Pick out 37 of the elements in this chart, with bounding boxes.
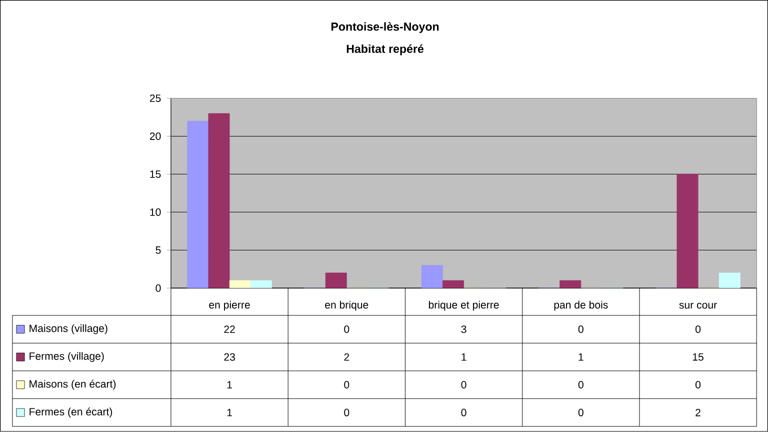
data-label: 0 (344, 381, 350, 389)
legend-label: Maisons (en écart) (30, 380, 116, 390)
data-label: 0 (578, 381, 584, 389)
data-label: 0 (344, 408, 350, 416)
data-label: 23 (224, 353, 235, 361)
x-tick-label: brique et pierre (428, 300, 499, 311)
data-label: 2 (696, 408, 700, 416)
legend-label: Fermes (village) (30, 352, 104, 362)
data-label: 3 (461, 326, 466, 334)
y-tick-label: 25 (150, 94, 161, 102)
y-tick-label: 0 (156, 284, 161, 292)
data-label: 1 (462, 353, 466, 361)
x-tick-label: en pierre (209, 300, 250, 311)
data-label: 15 (692, 353, 704, 361)
chart-title: Pontoise-lès-Noyon (331, 22, 439, 34)
data-label: 22 (224, 326, 235, 334)
y-tick-label: 15 (150, 170, 161, 178)
data-label: 1 (227, 381, 232, 389)
data-label: 1 (227, 409, 232, 416)
y-tick-label: 10 (150, 208, 161, 216)
data-label: 0 (578, 326, 584, 334)
x-tick-label: en brique (325, 300, 368, 311)
legend-label: Maisons (village) (30, 324, 108, 334)
data-label: 1 (578, 353, 584, 361)
y-tick-label: 5 (156, 246, 161, 254)
x-tick-label: pan de bois (554, 300, 608, 311)
data-label: 0 (696, 381, 701, 389)
data-label: 0 (578, 408, 584, 416)
data-label: 0 (344, 326, 350, 334)
legend-label: Fermes (en écart) (30, 408, 112, 418)
y-tick-label: 20 (150, 132, 161, 140)
x-tick-label: sur cour (679, 302, 717, 309)
data-label: 0 (461, 381, 466, 389)
chart-subtitle: Habitat repéré (346, 44, 424, 56)
data-label: 0 (461, 408, 466, 416)
data-label: 0 (696, 326, 701, 334)
data-label: 2 (344, 353, 350, 361)
